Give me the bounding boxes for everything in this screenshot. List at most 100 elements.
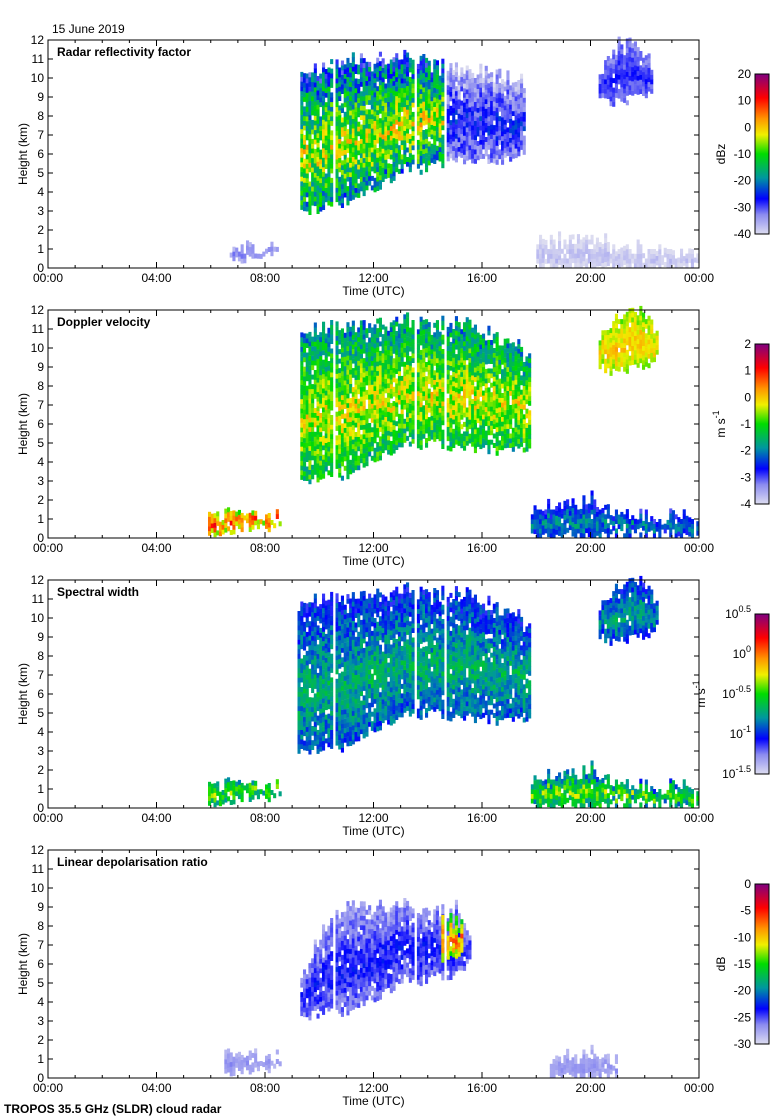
echo-cell <box>327 451 331 457</box>
echo-cell <box>487 339 491 345</box>
echo-cell <box>305 92 309 98</box>
echo-cell <box>397 92 401 98</box>
echo-cell <box>381 67 385 73</box>
echo-cell <box>452 381 456 387</box>
echo-cell <box>582 523 586 529</box>
echo-cell <box>359 372 363 378</box>
echo-cell <box>384 388 388 394</box>
echo-cell <box>639 74 643 80</box>
echo-cell <box>506 371 510 377</box>
echo-region <box>300 49 445 215</box>
echo-cell <box>411 320 415 325</box>
echo-cell <box>389 407 393 413</box>
echo-cell <box>319 163 323 169</box>
echo-cell <box>330 154 334 160</box>
echo-cell <box>305 173 309 179</box>
echo-cell <box>349 364 353 370</box>
echo-cell <box>661 255 665 261</box>
echo-cell <box>492 376 496 382</box>
echo-cell <box>625 326 629 331</box>
echo-cell <box>633 340 637 346</box>
echo-cell <box>452 433 456 439</box>
echo-cell <box>305 423 309 429</box>
echo-cell <box>392 123 396 129</box>
echo-cell <box>647 353 651 359</box>
echo-cell <box>465 326 469 332</box>
echo-cell <box>482 400 486 406</box>
echo-cell <box>655 335 659 341</box>
echo-cell <box>311 186 315 192</box>
echo-cell <box>631 258 635 264</box>
echo-cell <box>359 396 363 402</box>
echo-cell <box>392 386 396 392</box>
echo-cell <box>311 355 315 361</box>
echo-cell <box>549 528 553 534</box>
echo-cell <box>422 391 426 397</box>
echo-cell <box>389 412 393 418</box>
echo-cell <box>452 367 456 372</box>
echo-cell <box>628 313 632 318</box>
echo-cell <box>362 434 366 440</box>
echo-cell <box>433 389 437 395</box>
x-tick-label: 04:00 <box>141 271 171 285</box>
echo-cell <box>422 77 426 83</box>
echo-cell <box>419 150 423 156</box>
echo-cell <box>441 349 445 354</box>
echo-cell <box>349 67 353 73</box>
echo-cell <box>614 59 618 65</box>
echo-cell <box>338 334 342 340</box>
echo-cell <box>609 351 613 357</box>
echo-cell <box>495 450 499 456</box>
echo-cell <box>300 86 304 92</box>
echo-cell <box>463 355 467 361</box>
echo-cell <box>343 116 347 122</box>
echo-cell <box>647 62 651 68</box>
echo-cell <box>319 201 323 207</box>
echo-cell <box>411 73 415 79</box>
echo-cell <box>566 508 570 514</box>
echo-cell <box>460 352 464 358</box>
echo-cell <box>248 246 252 252</box>
echo-cell <box>300 124 304 130</box>
echo-cell <box>620 257 624 262</box>
echo-cell <box>316 114 320 119</box>
echo-cell <box>509 128 513 134</box>
echo-cell <box>384 416 388 422</box>
echo-cell <box>525 427 529 433</box>
echo-cell <box>522 102 526 108</box>
echo-cell <box>427 388 431 394</box>
echo-cell <box>370 85 374 91</box>
echo-cell <box>642 317 646 323</box>
echo-cell <box>487 106 491 112</box>
echo-cell <box>316 123 320 129</box>
echo-cell <box>639 70 643 75</box>
echo-cell <box>454 411 458 417</box>
echo-cell <box>438 142 442 148</box>
echo-cell <box>322 181 326 187</box>
echo-cell <box>514 138 518 144</box>
echo-cell <box>378 407 382 413</box>
echo-cell <box>365 152 369 157</box>
echo-cell <box>503 443 507 449</box>
echo-cell <box>357 327 361 333</box>
echo-cell <box>468 353 472 358</box>
echo-cell <box>633 41 637 47</box>
echo-cell <box>680 262 684 268</box>
echo-cell <box>346 200 350 206</box>
echo-cell <box>574 533 578 539</box>
echo-cell <box>338 167 342 173</box>
echo-cell <box>384 107 388 113</box>
echo-cell <box>506 146 510 152</box>
echo-cell <box>422 106 426 112</box>
echo-cell <box>617 46 621 52</box>
echo-cell <box>492 82 496 88</box>
echo-cell <box>430 143 434 149</box>
echo-cell <box>354 121 358 127</box>
echo-cell <box>368 80 372 86</box>
echo-cell <box>406 317 410 323</box>
echo-cell <box>397 135 401 141</box>
echo-cell <box>595 521 599 527</box>
echo-cell <box>650 258 654 264</box>
echo-cell <box>354 168 358 174</box>
echo-cell <box>647 329 651 335</box>
